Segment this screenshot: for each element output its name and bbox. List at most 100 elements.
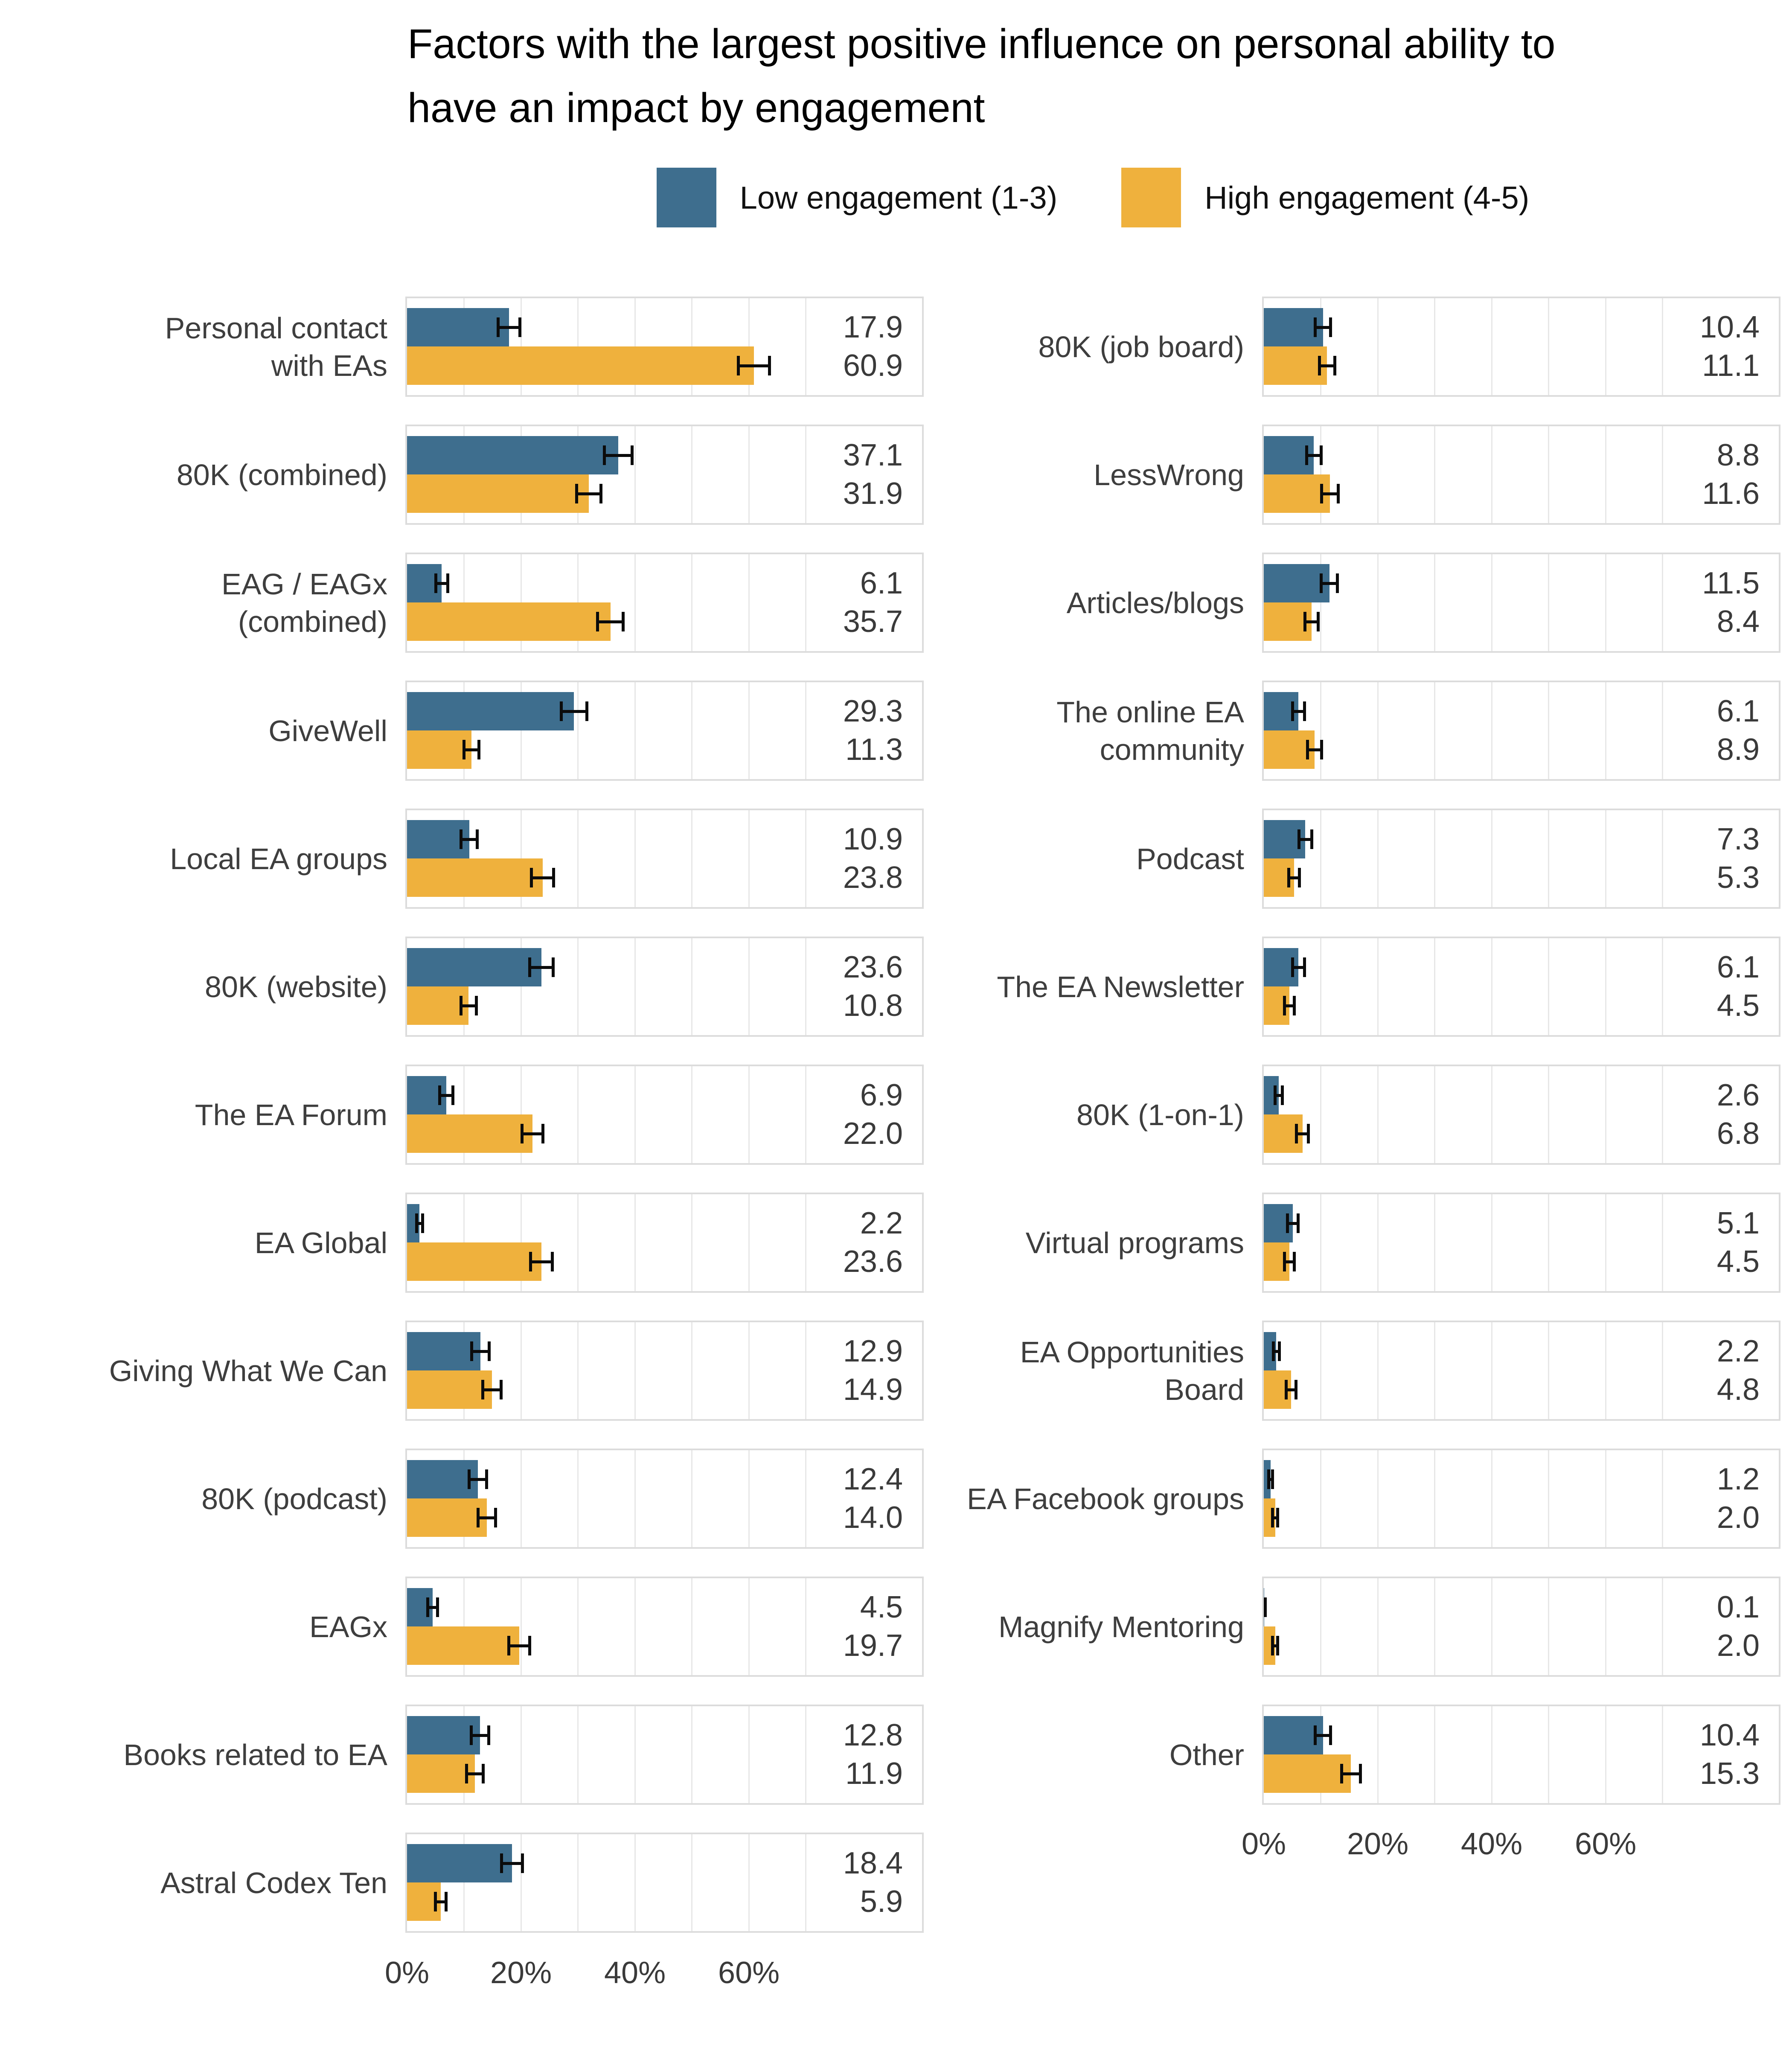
chart-panel: 2.6 6.8 xyxy=(1262,1065,1780,1165)
gridline xyxy=(1548,1706,1550,1803)
error-bar-low xyxy=(1286,1213,1300,1233)
gridline xyxy=(748,810,750,907)
error-bar-line xyxy=(470,1350,491,1353)
bar-high-engagement xyxy=(1264,346,1327,385)
error-bar-cap xyxy=(1280,1085,1284,1105)
bar-high-engagement xyxy=(407,1498,487,1537)
chart-panel: 11.5 8.4 xyxy=(1262,553,1780,653)
gridline xyxy=(748,554,750,651)
gridline xyxy=(748,938,750,1035)
value-high-engagement: 4.5 xyxy=(1716,1245,1760,1279)
error-bar-line xyxy=(1295,1132,1310,1135)
x-axis-tick-label: 0% xyxy=(384,1956,430,1990)
gridline xyxy=(1434,1706,1436,1803)
bar-high-engagement xyxy=(1264,602,1312,641)
error-bar-cap xyxy=(1359,1764,1362,1783)
chart-panel: 12.9 14.9 xyxy=(405,1321,924,1421)
bar-low-engagement xyxy=(1264,1716,1323,1754)
gridline xyxy=(520,1322,522,1419)
gridline xyxy=(1377,1066,1379,1163)
bar-low-engagement xyxy=(407,1844,512,1882)
error-bar-high xyxy=(1271,1508,1280,1527)
error-bar-cap xyxy=(1319,573,1323,593)
gridline xyxy=(805,1834,807,1931)
legend-swatch-low xyxy=(656,168,716,227)
error-bar-cap xyxy=(1283,1252,1286,1271)
error-bar-low xyxy=(1291,957,1306,977)
gridline xyxy=(1491,554,1492,651)
error-bar-line xyxy=(1291,710,1306,713)
error-bar-low xyxy=(1271,1341,1281,1361)
error-bar-cap xyxy=(1340,1764,1343,1783)
error-bar-low xyxy=(459,829,479,849)
error-bar-cap xyxy=(415,1213,418,1233)
error-bar-line xyxy=(1291,966,1306,969)
error-bar-line xyxy=(481,1388,503,1391)
error-bar-cap xyxy=(1287,868,1290,887)
bar-high-engagement xyxy=(407,346,754,385)
value-high-engagement: 2.0 xyxy=(1716,1629,1760,1663)
error-bar-cap xyxy=(1297,829,1300,849)
error-bar-low xyxy=(1314,1725,1332,1745)
bar-high-engagement xyxy=(1264,1754,1351,1793)
error-bar-line xyxy=(1340,1772,1362,1775)
error-bar-low xyxy=(434,573,449,593)
value-high-engagement: 23.8 xyxy=(843,861,903,895)
category-label: 80K (combined) xyxy=(176,458,387,492)
error-bar-high xyxy=(433,1892,448,1911)
chart-panel: 4.5 19.7 xyxy=(405,1577,924,1677)
gridline xyxy=(1377,1322,1379,1419)
gridline xyxy=(1548,682,1550,779)
gridline xyxy=(1434,682,1436,779)
error-bar-low xyxy=(1305,445,1323,465)
error-bar-cap xyxy=(1271,1469,1274,1489)
gridline xyxy=(748,1834,750,1931)
value-low-engagement: 10.4 xyxy=(1699,310,1760,344)
gridline xyxy=(1548,938,1550,1035)
value-low-engagement: 10.9 xyxy=(843,822,903,856)
category-label: The EA Newsletter xyxy=(997,970,1244,1004)
gridline xyxy=(634,554,636,651)
gridline xyxy=(1548,1066,1550,1163)
bar-high-engagement xyxy=(1264,474,1330,513)
error-bar-line xyxy=(459,1004,478,1007)
error-bar-cap xyxy=(585,701,588,721)
bar-low-engagement xyxy=(1264,564,1329,602)
error-bar-high xyxy=(1287,868,1301,887)
chart-panel: 23.6 10.8 xyxy=(405,937,924,1037)
error-bar-cap xyxy=(1285,1380,1288,1399)
value-high-engagement: 10.8 xyxy=(843,989,903,1023)
gridline xyxy=(1320,1578,1322,1675)
gridline xyxy=(1662,682,1664,779)
error-bar-line xyxy=(507,1644,532,1647)
gridline xyxy=(1434,1066,1436,1163)
error-bar-line xyxy=(462,748,481,751)
error-bar-low xyxy=(559,701,588,721)
error-bar-cap xyxy=(1310,829,1314,849)
error-bar-cap xyxy=(1305,445,1309,465)
error-bar-low xyxy=(1273,1085,1284,1105)
gridline xyxy=(1605,426,1606,523)
error-bar-line xyxy=(476,1516,497,1519)
error-bar-cap xyxy=(459,829,463,849)
error-bar-line xyxy=(559,710,588,713)
error-bar-line xyxy=(520,1132,544,1135)
chart-panel: 1.2 2.0 xyxy=(1262,1449,1780,1549)
error-bar-line xyxy=(1283,1260,1296,1263)
gridline xyxy=(1548,1578,1550,1675)
gridline xyxy=(1320,1066,1322,1163)
error-bar-cap xyxy=(528,1636,532,1655)
error-bar-high xyxy=(1320,484,1340,503)
value-high-engagement: 14.0 xyxy=(843,1501,903,1535)
error-bar-cap xyxy=(518,317,522,337)
error-bar-high xyxy=(529,1252,554,1271)
error-bar-cap xyxy=(541,1124,544,1143)
error-bar-cap xyxy=(1303,957,1306,977)
gridline xyxy=(805,1706,807,1803)
value-high-engagement: 11.6 xyxy=(1702,477,1760,511)
error-bar-line xyxy=(1320,492,1340,495)
gridline xyxy=(634,426,636,523)
bar-low-engagement xyxy=(407,1460,478,1498)
error-bar-cap xyxy=(1278,1341,1281,1361)
gridline xyxy=(1662,1322,1664,1419)
